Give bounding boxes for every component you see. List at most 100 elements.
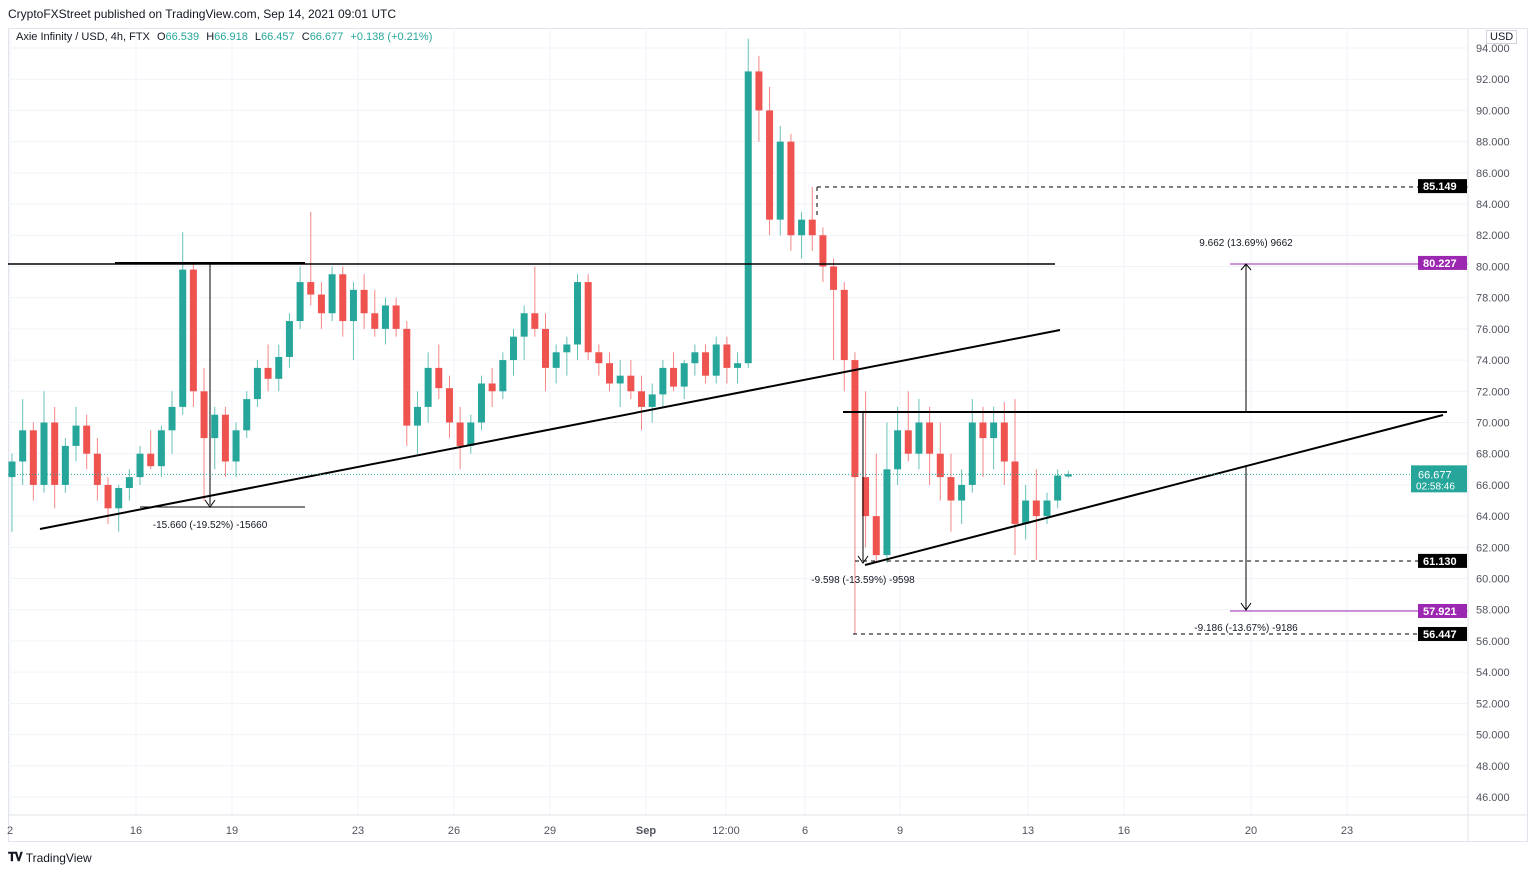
candle-body — [317, 294, 325, 314]
candle-body — [670, 367, 678, 387]
footer-brand[interactable]: 𝐓𝐕 TradingView — [8, 850, 92, 865]
tv-logo-icon: 𝐓𝐕 — [8, 850, 23, 864]
candle-body — [328, 274, 336, 314]
candle — [648, 383, 656, 423]
candle-body — [413, 406, 421, 426]
x-tick-label: 16 — [1118, 825, 1130, 837]
price-tag — [1418, 255, 1467, 270]
y-tick-label: 46.000 — [1476, 792, 1510, 804]
symbol-name: Axie Infinity / USD, 4h, FTX — [16, 31, 150, 43]
candle — [232, 422, 240, 478]
price-tag-value: 56.447 — [1423, 629, 1457, 641]
candle — [381, 297, 389, 345]
candle-body — [253, 367, 261, 400]
y-tick-label: 76.000 — [1476, 324, 1510, 336]
candles — [8, 38, 1072, 634]
candle-body — [403, 328, 411, 426]
candle — [584, 274, 592, 361]
candle — [744, 38, 752, 368]
candle — [296, 266, 304, 329]
currency-label[interactable]: USD — [1486, 30, 1518, 44]
candle-body — [243, 399, 251, 431]
candle — [360, 274, 368, 329]
high-value: 66.918 — [214, 31, 248, 43]
candle-body — [360, 289, 368, 314]
price-tag — [1418, 603, 1467, 618]
candle-body — [371, 313, 379, 329]
y-tick-label: 82.000 — [1476, 230, 1510, 242]
candle — [328, 266, 336, 322]
price-tag-value: 61.130 — [1423, 556, 1457, 568]
candle-body — [221, 414, 229, 462]
candle — [157, 425, 165, 478]
candle — [936, 422, 944, 501]
y-tick-label: 72.000 — [1476, 386, 1510, 398]
y-tick-label: 94.000 — [1476, 43, 1510, 55]
candle-body — [894, 430, 902, 470]
y-tick-label: 88.000 — [1476, 137, 1510, 149]
candle-body — [531, 313, 539, 329]
candle-body — [147, 453, 155, 467]
candle-body — [755, 71, 763, 111]
candle — [221, 406, 229, 478]
candle — [766, 87, 774, 236]
candle-body — [264, 367, 272, 379]
y-tick-label: 90.000 — [1476, 105, 1510, 117]
x-tick-label: 29 — [544, 825, 556, 837]
price-tag — [1418, 626, 1467, 641]
candle — [413, 391, 421, 454]
measure-label: -15.660 (-19.52%) -15660 — [153, 520, 268, 531]
low-value: 66.457 — [261, 31, 295, 43]
x-tick-label: 23 — [352, 825, 364, 837]
candle — [392, 297, 400, 337]
candle-body — [19, 430, 27, 462]
candle — [435, 344, 443, 400]
y-tick-label: 86.000 — [1476, 168, 1510, 180]
x-tick-label: 20 — [1245, 825, 1257, 837]
y-tick-label: 48.000 — [1476, 761, 1510, 773]
candle-body — [499, 360, 507, 392]
candle-body — [680, 363, 688, 387]
candle — [723, 336, 731, 384]
price-tag-value: 80.227 — [1423, 258, 1457, 270]
candle-body — [467, 422, 475, 446]
candle-body — [1032, 500, 1040, 517]
lower-trendline — [864, 414, 1444, 566]
candle-body — [1054, 475, 1062, 501]
candle-body — [648, 394, 656, 407]
candle-body — [606, 363, 614, 384]
candle-body — [477, 383, 485, 423]
x-tick-label: 19 — [226, 825, 238, 837]
y-tick-label: 74.000 — [1476, 355, 1510, 367]
candle-body — [702, 352, 710, 376]
symbol-legend: Axie Infinity / USD, 4h, FTX O66.539 H66… — [16, 31, 433, 43]
candle — [926, 406, 934, 485]
countdown-timer: 02:58:46 — [1416, 481, 1455, 492]
candle — [691, 344, 699, 376]
candle-body — [1043, 500, 1051, 517]
candle — [552, 344, 560, 384]
candle-body — [830, 266, 838, 290]
candle — [403, 321, 411, 446]
candle-body — [168, 406, 176, 431]
candle — [285, 313, 293, 368]
candle — [755, 55, 763, 142]
candle — [189, 261, 197, 407]
candle-body — [979, 422, 987, 439]
candle-body — [840, 289, 848, 361]
candle — [456, 406, 464, 470]
candle — [488, 367, 496, 407]
candle-body — [926, 422, 934, 454]
candle-body — [115, 488, 123, 509]
y-tick-label: 58.000 — [1476, 605, 1510, 617]
x-tick-label: 26 — [448, 825, 460, 837]
y-tick-label: 60.000 — [1476, 574, 1510, 586]
candle — [606, 352, 614, 392]
candle — [264, 344, 272, 392]
candle-body — [627, 375, 635, 392]
drawings — [8, 186, 1468, 635]
current-price-value: 66.677 — [1418, 469, 1452, 481]
candle — [93, 438, 101, 501]
candle-body — [904, 430, 912, 454]
